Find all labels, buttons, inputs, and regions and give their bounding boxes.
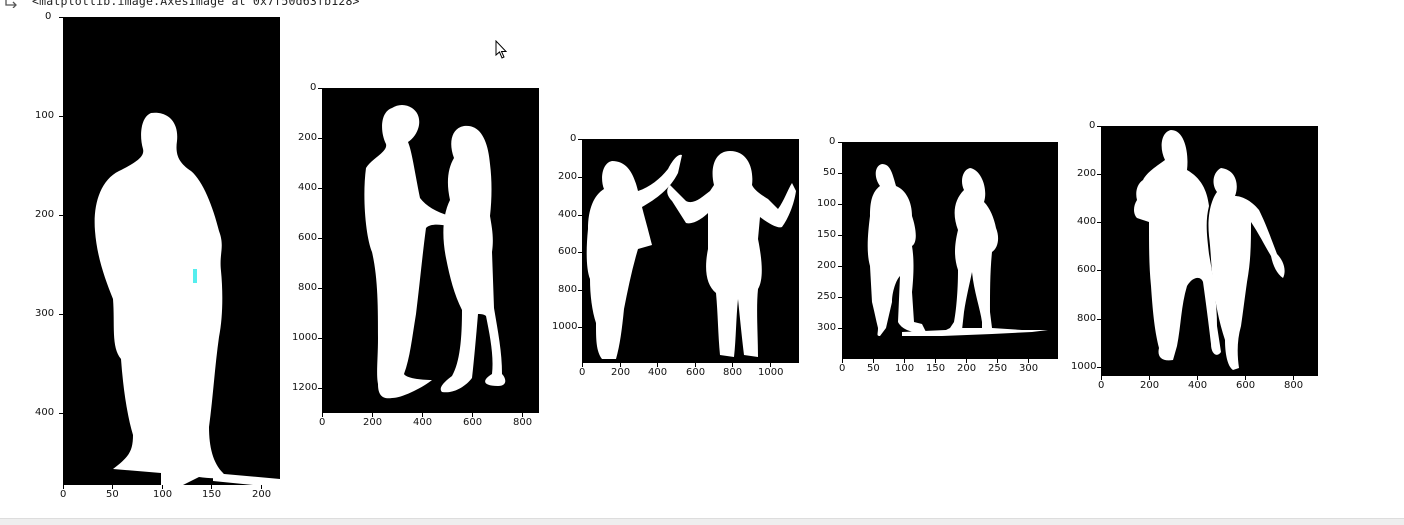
panel-5-xtick: 800	[1284, 380, 1304, 391]
panel-2-ytick: 1200	[292, 382, 318, 393]
silhouette-two-kids	[586, 151, 796, 359]
panel-1-ytick: 200	[35, 209, 55, 220]
panel-1-ytick: 400	[35, 407, 55, 418]
panel-5-ytick: 800	[1077, 313, 1097, 324]
output-arrow-icon	[5, 0, 17, 8]
panel-1-xtick: 100	[153, 489, 173, 500]
panel-2-ytick: 0	[310, 82, 317, 93]
panel-4-xtick: 300	[1019, 363, 1039, 374]
panel-4-ytick: 250	[817, 291, 837, 302]
panel-4-xtick: 150	[926, 363, 946, 374]
panel-3-xtick: 400	[648, 367, 668, 378]
panel-4-xtick: 250	[988, 363, 1008, 374]
panel-5-ytick: 0	[1089, 120, 1096, 131]
panel-3-ytick: 600	[558, 246, 578, 257]
panel-5-xtick: 0	[1098, 380, 1105, 391]
silhouette-walking-pair	[1134, 130, 1285, 370]
panel-4-xtick: 200	[957, 363, 977, 374]
panel-3-ytick: 1000	[552, 321, 578, 332]
panel-1-image	[63, 17, 280, 485]
silhouette-person	[94, 112, 280, 485]
panel-2-ytick: 800	[298, 282, 318, 293]
panel-4-ytick: 300	[817, 322, 837, 333]
panel-4-ytick: 0	[829, 136, 836, 147]
panel-3-ytick: 0	[570, 133, 577, 144]
panel-4-image	[842, 142, 1058, 359]
panel-2-ytick: 200	[298, 132, 318, 143]
panel-4-xtick: 0	[839, 363, 846, 374]
panel-3-xtick: 200	[611, 367, 631, 378]
cell-output-text: <matplotlib.image.AxesImage at 0x7f50d63…	[32, 0, 360, 8]
panel-3-xtick: 0	[579, 367, 586, 378]
panel-2-ytick: 600	[298, 232, 318, 243]
panel-3-xtick: 1000	[758, 367, 784, 378]
panel-1-ytick: 0	[45, 11, 52, 22]
panel-1-xtick: 0	[60, 489, 67, 500]
panel-5-ytick: 400	[1077, 216, 1097, 227]
panel-3-xtick: 600	[686, 367, 706, 378]
panel-3-ytick: 400	[558, 209, 578, 220]
panel-4-xtick: 100	[895, 363, 915, 374]
panel-2-xtick: 600	[463, 417, 483, 428]
panel-5-xtick: 400	[1188, 380, 1208, 391]
panel-5-image	[1101, 126, 1318, 376]
panel-3-image	[582, 139, 799, 363]
silhouette-two-boys	[867, 164, 1048, 336]
panel-5-ytick: 1000	[1071, 361, 1097, 372]
panel-3-ytick: 800	[558, 284, 578, 295]
panel-5-xtick: 600	[1236, 380, 1256, 391]
panel-5-xtick: 200	[1140, 380, 1160, 391]
panel-2-xtick: 200	[363, 417, 383, 428]
panel-4-ytick: 100	[817, 198, 837, 209]
panel-4-ytick: 150	[817, 229, 837, 240]
notebook-bottom-bar	[0, 518, 1404, 525]
panel-2-image	[322, 88, 539, 413]
panel-1-xtick: 200	[252, 489, 272, 500]
panel-3-ytick: 200	[558, 171, 578, 182]
panel-2-xtick: 400	[413, 417, 433, 428]
mouse-pointer-icon	[495, 40, 508, 59]
panel-5-ytick: 200	[1077, 168, 1097, 179]
panel-5-ytick: 600	[1077, 264, 1097, 275]
panel-1-ytick: 100	[35, 110, 55, 121]
panel-2-xtick: 0	[319, 417, 326, 428]
panel-4-ytick: 50	[823, 167, 836, 178]
panel-1-xtick: 50	[106, 489, 119, 500]
silhouette-couple	[364, 105, 506, 399]
panel-1-xtick: 150	[202, 489, 222, 500]
panel-3-xtick: 800	[723, 367, 743, 378]
panel-2-ytick: 400	[298, 182, 318, 193]
panel-1-ytick: 300	[35, 308, 55, 319]
panel-2-ytick: 1000	[292, 332, 318, 343]
panel-4-xtick: 50	[867, 363, 880, 374]
panel-2-xtick: 800	[513, 417, 533, 428]
panel-4-ytick: 200	[817, 260, 837, 271]
